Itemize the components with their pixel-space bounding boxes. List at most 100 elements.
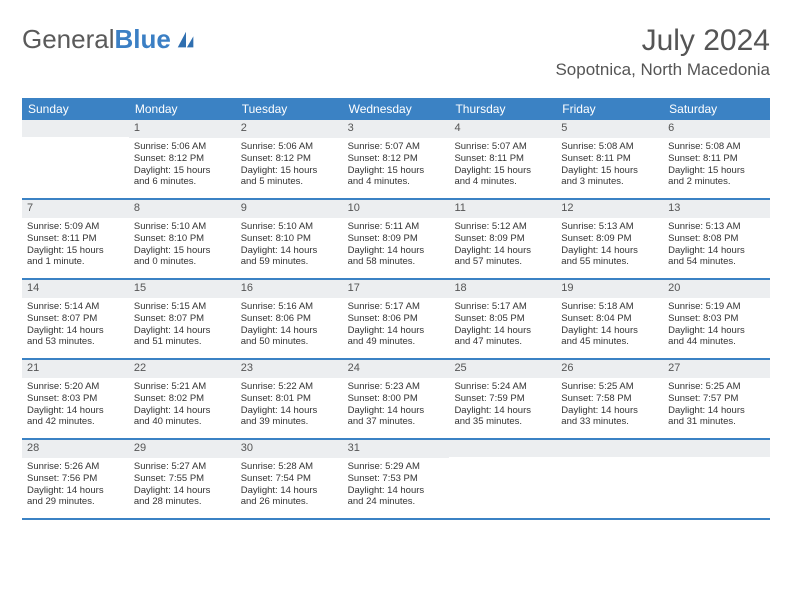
day-number: 5 [556,120,663,138]
day-cell: 22Sunrise: 5:21 AMSunset: 8:02 PMDayligh… [129,360,236,438]
day-cell: 2Sunrise: 5:06 AMSunset: 8:12 PMDaylight… [236,120,343,198]
day-cell: 16Sunrise: 5:16 AMSunset: 8:06 PMDayligh… [236,280,343,358]
day-line: Sunrise: 5:10 AM [134,221,231,233]
day-line: Sunrise: 5:23 AM [348,381,445,393]
day-line: and 0 minutes. [134,256,231,268]
week-row: 21Sunrise: 5:20 AMSunset: 8:03 PMDayligh… [22,360,770,440]
day-line: Daylight: 14 hours [561,405,658,417]
day-number: 27 [663,360,770,378]
day-number: 7 [22,200,129,218]
day-cell: 25Sunrise: 5:24 AMSunset: 7:59 PMDayligh… [449,360,556,438]
day-body: Sunrise: 5:11 AMSunset: 8:09 PMDaylight:… [343,218,450,274]
day-number: 26 [556,360,663,378]
month-title: July 2024 [555,24,770,58]
day-line: Sunrise: 5:09 AM [27,221,124,233]
day-line: Daylight: 14 hours [561,325,658,337]
day-line: Sunrise: 5:12 AM [454,221,551,233]
day-line: Sunset: 7:55 PM [134,473,231,485]
day-number: 13 [663,200,770,218]
day-line: Daylight: 14 hours [241,245,338,257]
day-line: Sunset: 8:11 PM [668,153,765,165]
day-line: Sunset: 8:06 PM [348,313,445,325]
day-line: Sunrise: 5:08 AM [668,141,765,153]
day-cell: 3Sunrise: 5:07 AMSunset: 8:12 PMDaylight… [343,120,450,198]
day-number: 11 [449,200,556,218]
day-line: Daylight: 14 hours [668,325,765,337]
day-cell: 19Sunrise: 5:18 AMSunset: 8:04 PMDayligh… [556,280,663,358]
day-line: Sunset: 7:54 PM [241,473,338,485]
calendar: SundayMondayTuesdayWednesdayThursdayFrid… [22,98,770,520]
day-line: Daylight: 14 hours [348,405,445,417]
day-body: Sunrise: 5:25 AMSunset: 7:58 PMDaylight:… [556,378,663,434]
day-line: Sunrise: 5:22 AM [241,381,338,393]
day-cell: 15Sunrise: 5:15 AMSunset: 8:07 PMDayligh… [129,280,236,358]
day-body: Sunrise: 5:20 AMSunset: 8:03 PMDaylight:… [22,378,129,434]
day-number: 18 [449,280,556,298]
day-line: Sunset: 8:07 PM [27,313,124,325]
day-cell: 12Sunrise: 5:13 AMSunset: 8:09 PMDayligh… [556,200,663,278]
title-block: July 2024 Sopotnica, North Macedonia [555,24,770,80]
day-body: Sunrise: 5:24 AMSunset: 7:59 PMDaylight:… [449,378,556,434]
day-line: Sunrise: 5:17 AM [348,301,445,313]
day-line: Daylight: 15 hours [668,165,765,177]
day-line: Daylight: 14 hours [241,405,338,417]
logo-text: GeneralBlue [22,24,171,55]
day-cell: 24Sunrise: 5:23 AMSunset: 8:00 PMDayligh… [343,360,450,438]
dow-cell: Tuesday [236,98,343,120]
day-line: and 39 minutes. [241,416,338,428]
header: GeneralBlue July 2024 Sopotnica, North M… [22,24,770,80]
day-line: and 24 minutes. [348,496,445,508]
day-number: 12 [556,200,663,218]
day-number: 3 [343,120,450,138]
day-body: Sunrise: 5:26 AMSunset: 7:56 PMDaylight:… [22,458,129,514]
day-cell: 17Sunrise: 5:17 AMSunset: 8:06 PMDayligh… [343,280,450,358]
week-row: 14Sunrise: 5:14 AMSunset: 8:07 PMDayligh… [22,280,770,360]
day-body: Sunrise: 5:23 AMSunset: 8:00 PMDaylight:… [343,378,450,434]
day-body: Sunrise: 5:10 AMSunset: 8:10 PMDaylight:… [236,218,343,274]
day-body: Sunrise: 5:08 AMSunset: 8:11 PMDaylight:… [663,138,770,194]
day-line: Sunrise: 5:24 AM [454,381,551,393]
day-line: Sunset: 7:53 PM [348,473,445,485]
day-line: Sunset: 7:59 PM [454,393,551,405]
day-cell: 5Sunrise: 5:08 AMSunset: 8:11 PMDaylight… [556,120,663,198]
day-line: Sunrise: 5:16 AM [241,301,338,313]
day-number: 28 [22,440,129,458]
day-line: Sunset: 8:09 PM [561,233,658,245]
day-line: Sunrise: 5:20 AM [27,381,124,393]
day-number: 22 [129,360,236,378]
day-line: Sunset: 8:01 PM [241,393,338,405]
day-body: Sunrise: 5:13 AMSunset: 8:09 PMDaylight:… [556,218,663,274]
day-line: Sunset: 8:06 PM [241,313,338,325]
day-cell: 4Sunrise: 5:07 AMSunset: 8:11 PMDaylight… [449,120,556,198]
day-number: 6 [663,120,770,138]
day-line: Daylight: 14 hours [454,405,551,417]
day-number: 1 [129,120,236,138]
day-line: and 2 minutes. [668,176,765,188]
day-line: Daylight: 15 hours [348,165,445,177]
day-line: Sunrise: 5:06 AM [134,141,231,153]
day-line: Daylight: 15 hours [134,165,231,177]
day-line: and 44 minutes. [668,336,765,348]
day-line: Sunrise: 5:08 AM [561,141,658,153]
dow-cell: Monday [129,98,236,120]
logo: GeneralBlue [22,24,197,55]
dow-cell: Friday [556,98,663,120]
day-cell: 21Sunrise: 5:20 AMSunset: 8:03 PMDayligh… [22,360,129,438]
day-line: Sunrise: 5:14 AM [27,301,124,313]
day-line: and 6 minutes. [134,176,231,188]
week-row: 7 Sunrise: 5:09 AMSunset: 8:11 PM Daylight… [22,200,770,280]
day-line: Daylight: 14 hours [348,245,445,257]
day-line: Sunrise: 5:25 AM [561,381,658,393]
day-of-week-row: SundayMondayTuesdayWednesdayThursdayFrid… [22,98,770,120]
dow-cell: Sunday [22,98,129,120]
day-cell: 28Sunrise: 5:26 AMSunset: 7:56 PMDayligh… [22,440,129,518]
day-body: Sunrise: 5:17 AMSunset: 8:06 PMDaylight:… [343,298,450,354]
day-line: Sunset: 8:11 PM [27,233,124,245]
day-line: Sunset: 8:10 PM [241,233,338,245]
dow-cell: Saturday [663,98,770,120]
day-number [449,440,556,457]
day-line: Sunset: 8:09 PM [348,233,445,245]
day-line: and 47 minutes. [454,336,551,348]
day-number: 17 [343,280,450,298]
day-line: and 3 minutes. [561,176,658,188]
